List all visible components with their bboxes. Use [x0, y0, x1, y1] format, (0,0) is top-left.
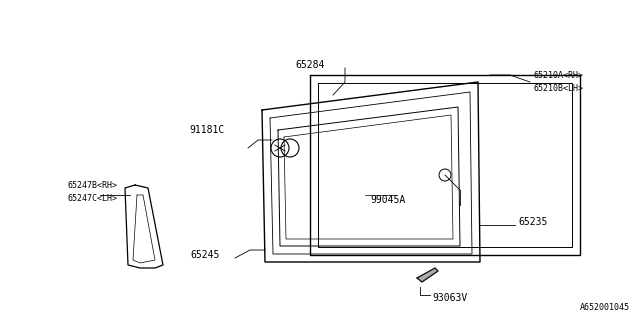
- Text: 65247B<RH>: 65247B<RH>: [68, 180, 118, 189]
- Text: 99045A: 99045A: [370, 195, 405, 205]
- Text: A652001045: A652001045: [580, 303, 630, 312]
- Text: 91181C: 91181C: [189, 125, 225, 135]
- Text: 65235: 65235: [518, 217, 547, 227]
- Polygon shape: [417, 268, 438, 282]
- Text: 93063V: 93063V: [432, 293, 467, 303]
- Text: 65210A<RH>: 65210A<RH>: [533, 70, 583, 79]
- Text: 65245: 65245: [191, 250, 220, 260]
- Text: 65284: 65284: [295, 60, 324, 70]
- Text: 65247C<LH>: 65247C<LH>: [68, 194, 118, 203]
- Text: 65210B<LH>: 65210B<LH>: [533, 84, 583, 92]
